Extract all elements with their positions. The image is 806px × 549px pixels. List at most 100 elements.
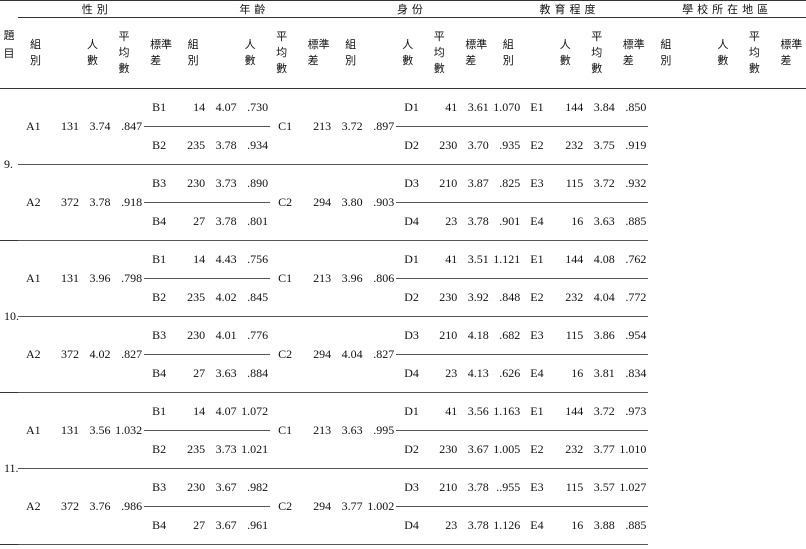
cell-value: .798: [112, 240, 145, 317]
group-label: E2: [522, 126, 554, 165]
cell-value: 3.77: [585, 430, 617, 469]
cell-value: .982: [238, 468, 271, 507]
subheader: 人數: [396, 17, 428, 89]
cell-value: 3.78: [207, 202, 239, 241]
cell-value: 3.78: [459, 506, 491, 545]
cell-value: 4.18: [459, 316, 491, 355]
cell-value: .885: [616, 202, 649, 241]
cell-value: .762: [616, 240, 649, 279]
group-label: D2: [396, 430, 428, 469]
cell-value: 3.61: [459, 88, 491, 127]
cell-value: 3.67: [207, 468, 239, 507]
group-label: B2: [144, 430, 176, 469]
cell-value: .847: [112, 88, 145, 165]
group-label: C1: [270, 240, 302, 317]
cell-value: .806: [364, 240, 397, 317]
group-label: E3: [522, 468, 554, 507]
table-row: 10. A1 131 3.96.798 B1 14 4.43.756 C1 213 3.96.80…: [0, 240, 806, 393]
cell-value: 3.76: [81, 468, 113, 545]
table-row: A2 372 4.02.827 B3 230 4.01.776 C2 294 4.04.827 D…: [0, 316, 806, 393]
cell-value: 1.032: [112, 392, 145, 469]
table-row: B2 235 4.02.845 D2 230 3.92.848 E2 232 4.04.772: [0, 278, 806, 317]
cell-value: 3.92: [459, 278, 491, 317]
cell-value: 1.005: [490, 430, 523, 469]
group-label: D3: [396, 164, 428, 203]
cell-value: 3.74: [81, 88, 113, 165]
cell-value: 3.78: [81, 164, 113, 241]
group-label: B4: [144, 506, 176, 545]
group-label: B3: [144, 164, 176, 203]
group-label: E1: [522, 88, 554, 127]
group-label: E4: [522, 506, 554, 545]
cell-value: 3.72: [333, 88, 365, 165]
cell-value: 4.43: [207, 240, 239, 279]
group-label: D2: [396, 126, 428, 165]
cell-value: 27: [175, 354, 208, 393]
subheader: 標準差: [616, 17, 649, 89]
cell-value: 1.002: [364, 468, 397, 545]
cell-value: 3.88: [585, 506, 617, 545]
group-label: D1: [396, 240, 428, 279]
group-label: B2: [144, 126, 176, 165]
group-label: E4: [522, 354, 554, 393]
group-label: A2: [18, 468, 50, 545]
group-label: D4: [396, 506, 428, 545]
group-label: D1: [396, 392, 428, 431]
cell-value: 3.87: [459, 164, 491, 203]
cell-value: 3.81: [585, 354, 617, 393]
group-header: 學校所在地區: [648, 0, 806, 18]
cell-value: .626: [490, 354, 523, 393]
cell-value: 115: [553, 468, 586, 507]
cell-value: .954: [616, 316, 649, 355]
cell-value: .890: [238, 164, 271, 203]
subheader: 平均數: [742, 17, 775, 89]
cell-value: 3.51: [459, 240, 491, 279]
cell-value: 3.63: [333, 392, 365, 469]
cell-value: 4.02: [81, 316, 113, 393]
cell-value: 213: [301, 392, 334, 469]
group-label: D3: [396, 468, 428, 507]
cell-value: 3.70: [459, 126, 491, 165]
cell-value: 27: [175, 506, 208, 545]
cell-value: 1.021: [238, 430, 271, 469]
cell-value: 41: [427, 240, 460, 279]
cell-value: .801: [238, 202, 271, 241]
cell-value: .973: [616, 392, 649, 431]
cell-value: 3.78: [207, 126, 239, 165]
cell-value: 144: [553, 88, 586, 127]
cell-value: 131: [49, 240, 82, 317]
subheader: 人數: [711, 17, 743, 89]
group-label: D2: [396, 278, 428, 317]
group-label: B1: [144, 88, 176, 127]
group-label: C1: [270, 392, 302, 469]
cell-value: 4.01: [207, 316, 239, 355]
group-label: A2: [18, 164, 50, 241]
cell-value: 294: [301, 164, 334, 241]
cell-value: 3.80: [333, 164, 365, 241]
cell-value: .730: [238, 88, 271, 127]
cell-value: .827: [112, 316, 145, 393]
cell-value: 4.13: [459, 354, 491, 393]
cell-value: .919: [616, 126, 649, 165]
cell-value: .986: [112, 468, 145, 545]
subheader: 組別: [490, 17, 554, 89]
cell-value: 115: [553, 164, 586, 203]
cell-value: .897: [364, 88, 397, 165]
cell-value: .776: [238, 316, 271, 355]
cell-value: 4.04: [333, 316, 365, 393]
group-label: E2: [522, 430, 554, 469]
group-label: B2: [144, 278, 176, 317]
cell-value: 3.84: [585, 88, 617, 127]
cell-value: 3.63: [585, 202, 617, 241]
cell-value: 3.77: [333, 468, 365, 545]
cell-value: 4.07: [207, 88, 239, 127]
cell-value: 232: [553, 430, 586, 469]
table-row: B4 27 3.67.961 D4 23 3.78 1.126 E4 16 3.88.885: [0, 506, 806, 545]
cell-value: 372: [49, 164, 82, 241]
table-row: 9. A1 131 3.74.847 B1 14 4.07.730 C1 213 3.72.897…: [0, 88, 806, 241]
cell-value: 230: [427, 278, 460, 317]
cell-value: 235: [175, 278, 208, 317]
group-label: C2: [270, 468, 302, 545]
cell-value: .850: [616, 88, 649, 127]
